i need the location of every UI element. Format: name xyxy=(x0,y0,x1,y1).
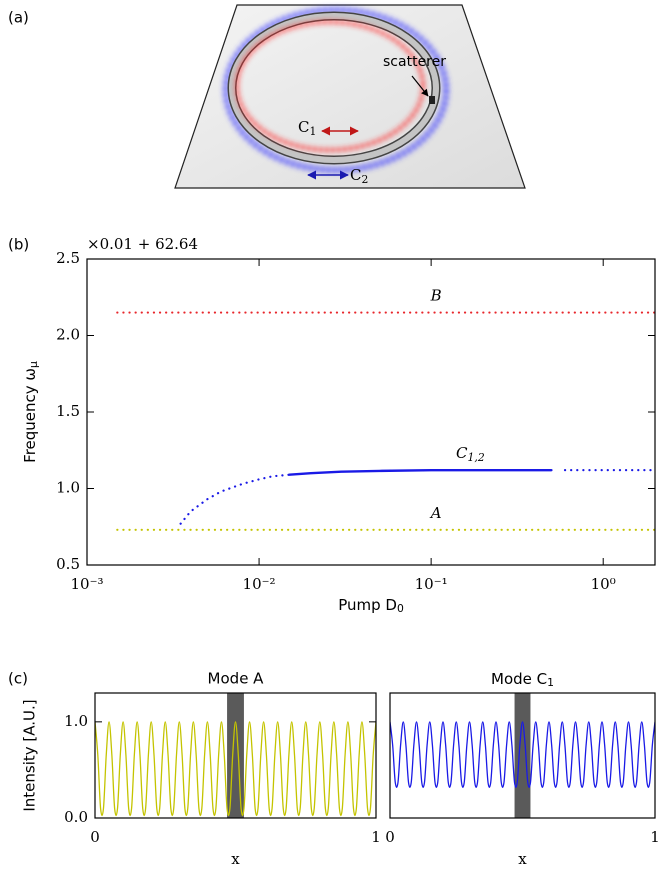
y-axis-label: Frequency ωμ xyxy=(21,361,41,463)
y-tick-label: 0.0 xyxy=(64,808,88,826)
x-tick-label: 10⁻¹ xyxy=(415,575,448,593)
ring xyxy=(229,13,439,163)
x-tick-label: 1 xyxy=(650,828,658,846)
x-axis-label-sub: 0 xyxy=(397,602,404,615)
series-line xyxy=(179,473,291,525)
c1-label-sub: 1 xyxy=(309,125,316,138)
panel-label: (c) xyxy=(8,670,28,688)
y-tick-label: 1.5 xyxy=(56,402,80,420)
series-label-sub: 1,2 xyxy=(468,451,485,464)
chart-title-base: Mode C xyxy=(491,670,547,688)
cw-mode xyxy=(234,19,426,153)
scatterer-arrow xyxy=(411,75,429,97)
y-tick-label: 2.5 xyxy=(56,249,80,267)
y-axis-label-base: Frequency ω xyxy=(21,368,39,463)
axes-frame xyxy=(86,258,656,566)
y-tick-label: 1.0 xyxy=(64,712,88,730)
y-tick-label: 0.5 xyxy=(56,555,80,573)
x-axis-label: x xyxy=(231,850,240,868)
x-axis-label-base: Pump D xyxy=(338,596,397,614)
series-line xyxy=(288,468,553,476)
y-axis-label-sub: μ xyxy=(27,361,40,368)
x-axis-label: Pump D0 xyxy=(338,596,404,616)
x-tick-label: 10⁻² xyxy=(243,575,276,593)
chart-title: Mode A xyxy=(208,670,265,688)
axes-frame xyxy=(94,692,377,819)
x-axis-label: x xyxy=(518,850,527,868)
offset-text: ×0.01 + 62.64 xyxy=(87,235,198,253)
series-label-base: C xyxy=(456,444,468,462)
scatterer-dot xyxy=(429,96,435,104)
x-tick-label: 0 xyxy=(385,828,395,846)
x-tick-label: 10⁻³ xyxy=(70,575,103,593)
series-label: C1,2 xyxy=(456,444,485,464)
y-tick-label: 2.0 xyxy=(56,326,80,344)
scatterer-label: scatterer xyxy=(383,54,446,70)
plot-0: (b) ×0.01 + 62.64 10⁻³ 10⁻² 10⁻¹ 10⁰ 0.5 1.0 1.5… xyxy=(8,235,656,593)
y-tick-label: 1.0 xyxy=(56,479,80,497)
c2-label: C2 xyxy=(350,166,368,186)
x-tick-label: 1 xyxy=(371,828,381,846)
c1-label-base: C xyxy=(298,118,309,136)
c1-label: C1 xyxy=(298,118,316,138)
chart-title-sub: 1 xyxy=(547,676,554,689)
y-axis-label: Intensity [A.U.] xyxy=(21,699,39,811)
series-label: A xyxy=(429,504,442,522)
c2-label-sub: 2 xyxy=(361,173,368,186)
intensity-curve xyxy=(95,721,376,817)
panel-label: (a) xyxy=(8,9,29,27)
x-tick-label: 10⁰ xyxy=(591,575,616,593)
series-label: B xyxy=(430,287,442,305)
plot-1: (c) 0 1 0.0 1.0 xyxy=(8,670,381,847)
chart-title: Mode C1 xyxy=(491,670,554,690)
scatterer-band xyxy=(514,693,531,818)
axes-frame xyxy=(389,692,656,819)
scatterer-band xyxy=(227,693,244,818)
panel-label: (b) xyxy=(8,236,29,254)
intensity-curve xyxy=(390,721,655,789)
ring-diagram xyxy=(174,4,526,189)
c2-label-base: C xyxy=(350,166,361,184)
ccw-mode xyxy=(222,6,450,174)
x-tick-label: 0 xyxy=(90,828,100,846)
